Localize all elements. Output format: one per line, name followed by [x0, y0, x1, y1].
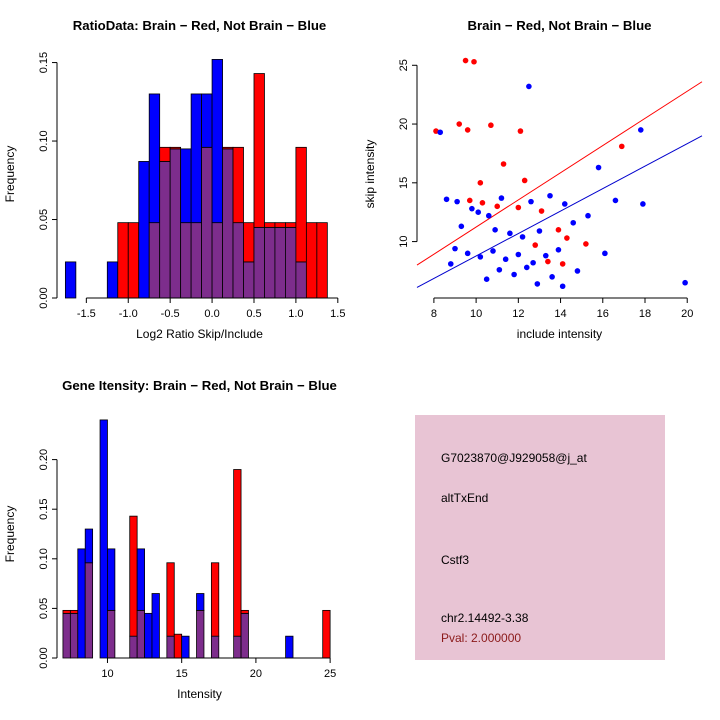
info-line: G7023870@J929058@j_at [441, 451, 587, 465]
ratio-histogram-chart: -1.5 -1.0 -0.5 0.0 0.5 1.0 1.5 0.00 0.05 0.10 0.15… [3, 18, 345, 341]
svg-text:skip intensity: skip intensity [363, 140, 377, 209]
svg-text:include intensity: include intensity [517, 327, 602, 341]
svg-text:0.05: 0.05 [38, 598, 50, 619]
svg-text:0.5: 0.5 [246, 308, 261, 320]
svg-text:Log2 Ratio Skip/Include: Log2 Ratio Skip/Include [136, 327, 263, 341]
svg-text:Gene Itensity: Brain − Red, No: Gene Itensity: Brain − Red, Not Brain − … [62, 378, 337, 393]
svg-text:0.20: 0.20 [38, 449, 50, 470]
info-line: Pval: 2.000000 [441, 631, 522, 645]
svg-text:0.00: 0.00 [38, 647, 50, 668]
info-line: altTxEnd [441, 491, 489, 505]
svg-text:10: 10 [398, 235, 410, 247]
info-line: chr2.14492-3.38 [441, 611, 529, 625]
svg-text:0.10: 0.10 [38, 548, 50, 569]
svg-text:0.15: 0.15 [38, 498, 50, 519]
svg-text:Intensity: Intensity [177, 687, 222, 701]
svg-text:12: 12 [512, 308, 524, 320]
svg-text:16: 16 [597, 308, 609, 320]
svg-text:10: 10 [101, 668, 113, 680]
svg-text:1.0: 1.0 [288, 308, 303, 320]
intensity-scatter-chart: 8 10 12 14 16 18 20 10 15 20 25 Brain − Red, Not Br… [363, 18, 703, 341]
svg-text:1.5: 1.5 [330, 308, 345, 320]
gene-intensity-histogram-chart: 10 15 20 25 0.00 0.05 0.10 0.15 0.20 Gene Itensit… [3, 378, 337, 701]
svg-text:14: 14 [554, 308, 566, 320]
svg-text:0.05: 0.05 [38, 209, 50, 230]
info-line: Cstf3 [441, 553, 470, 567]
svg-text:Frequency: Frequency [3, 506, 17, 563]
svg-text:0.10: 0.10 [38, 130, 50, 151]
gene-info-panel: G7023870@J929058@j_at altTxEnd Cstf3 chr… [360, 360, 720, 720]
svg-text:0.0: 0.0 [204, 308, 219, 320]
intensity-scatter-panel: 8 10 12 14 16 18 20 10 15 20 25 Brain − Red, Not Br… [360, 0, 720, 360]
svg-text:25: 25 [398, 59, 410, 71]
svg-text:-1.0: -1.0 [119, 308, 138, 320]
svg-text:-1.5: -1.5 [77, 308, 96, 320]
svg-text:18: 18 [639, 308, 651, 320]
svg-text:25: 25 [324, 668, 336, 680]
svg-text:0.00: 0.00 [38, 287, 50, 308]
svg-text:15: 15 [176, 668, 188, 680]
svg-text:RatioData: Brain − Red, Not Br: RatioData: Brain − Red, Not Brain − Blue [73, 18, 327, 33]
svg-text:Brain − Red, Not Brain − Blue: Brain − Red, Not Brain − Blue [468, 18, 652, 33]
svg-text:10: 10 [470, 308, 482, 320]
svg-text:15: 15 [398, 177, 410, 189]
svg-text:20: 20 [681, 308, 693, 320]
svg-text:-0.5: -0.5 [161, 308, 180, 320]
svg-text:20: 20 [250, 668, 262, 680]
svg-text:Frequency: Frequency [3, 146, 17, 203]
gene-info-box: G7023870@J929058@j_at altTxEnd Cstf3 chr… [415, 415, 665, 660]
ratio-histogram-panel: -1.5 -1.0 -0.5 0.0 0.5 1.0 1.5 0.00 0.05 0.10 0.15… [0, 0, 360, 360]
svg-text:0.15: 0.15 [38, 52, 50, 73]
gene-intensity-histogram-panel: 10 15 20 25 0.00 0.05 0.10 0.15 0.20 Gene Itensit… [0, 360, 360, 720]
svg-text:20: 20 [398, 118, 410, 130]
svg-text:8: 8 [431, 308, 437, 320]
